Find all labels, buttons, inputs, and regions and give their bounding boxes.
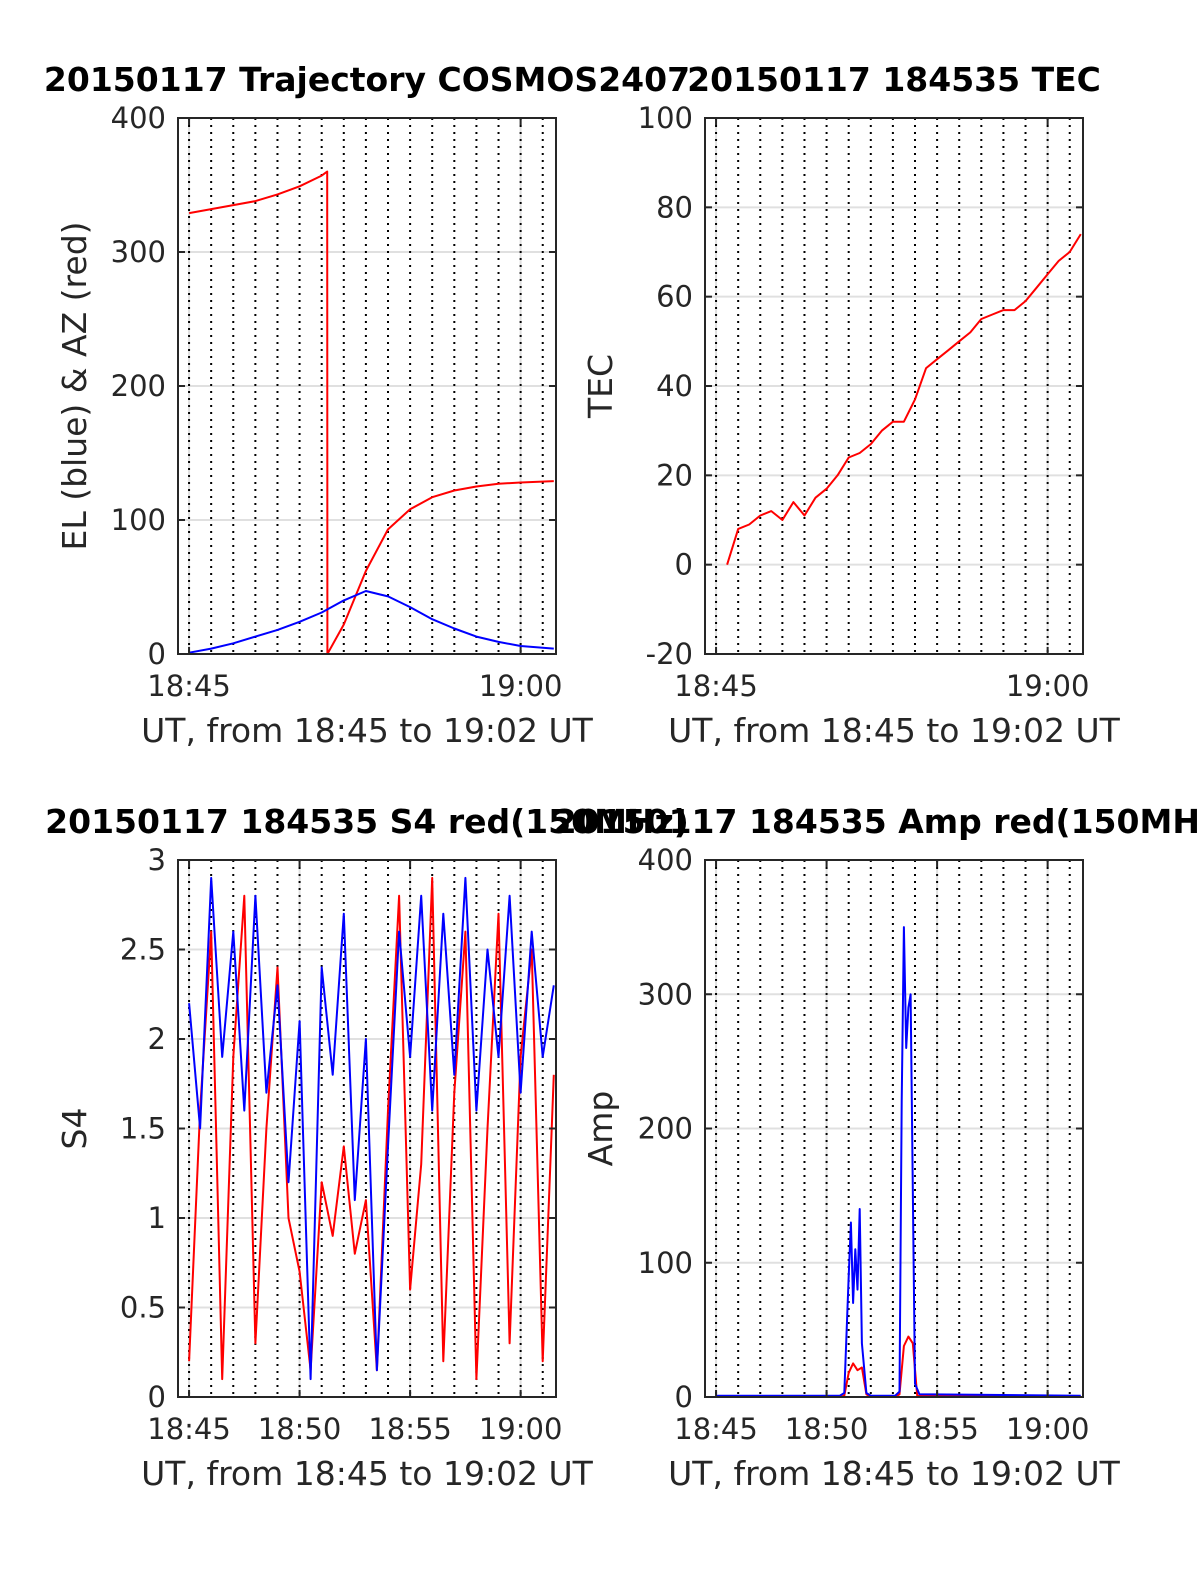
chart-panel-2: -20 0 20 40 60 80 100 18:45 19:00 UT, from 18:45 … [581, 60, 1121, 750]
y-tick-label: 20 [656, 458, 693, 492]
series-line-2 [188, 590, 554, 654]
y-tick-label: 2.5 [120, 933, 166, 967]
chart-panel-3: 0 0.5 1 1.5 2 2.5 3 18:45 18:50 18:55 19:00 UT, fro… [45, 802, 689, 1493]
series-line-2 [716, 926, 1081, 1397]
series-line-1 [726, 233, 1082, 565]
x-tick-label: 18:50 [785, 1412, 869, 1446]
y-tick-label: 400 [638, 843, 693, 877]
chart-title: 20150117 184535 Amp red(150MHz) [554, 802, 1200, 841]
y-axis-label: Amp [581, 1091, 620, 1167]
y-tick-label: 100 [638, 101, 693, 135]
chart-title: 20150117 Trajectory COSMOS2407 [44, 60, 690, 99]
x-tick-label: 18:45 [147, 1412, 231, 1446]
y-tick-label: 100 [638, 1246, 693, 1280]
y-axis-label: TEC [581, 354, 620, 419]
y-tick-label: 200 [638, 1112, 693, 1146]
y-tick-label: 300 [111, 235, 166, 269]
y-tick-label: 40 [656, 369, 693, 403]
y-tick-label: 1 [148, 1201, 166, 1235]
y-tick-label: 100 [111, 503, 166, 537]
y-tick-label: -20 [646, 637, 693, 671]
series-line-1 [188, 170, 554, 654]
y-tick-label: 0.5 [120, 1291, 166, 1325]
x-tick-label: 18:45 [147, 669, 231, 703]
x-tick-label: 19:00 [1006, 669, 1090, 703]
series-line-1 [716, 1335, 1081, 1397]
x-axis-label: UT, from 18:45 to 19:02 UT [668, 1454, 1121, 1493]
y-tick-label: 0 [675, 548, 693, 582]
chart-title: 20150117 184535 S4 red(150MHz) [45, 802, 689, 841]
y-tick-label: 60 [656, 280, 693, 314]
y-tick-label: 400 [111, 101, 166, 135]
series-line-2 [188, 876, 555, 1381]
y-tick-label: 200 [111, 369, 166, 403]
y-tick-label: 0 [675, 1380, 693, 1414]
y-tick-label: 1.5 [120, 1112, 166, 1146]
x-tick-label: 18:55 [368, 1412, 452, 1446]
x-tick-label: 19:00 [479, 669, 563, 703]
y-tick-label: 0 [148, 637, 166, 671]
chart-panel-4: 0 100 200 300 400 18:45 18:50 18:55 19:00 UT, fro… [554, 802, 1200, 1493]
chart-title: 20150117 184535 TEC [687, 60, 1101, 99]
y-tick-label: 2 [148, 1022, 166, 1056]
y-tick-label: 3 [148, 843, 166, 877]
x-tick-label: 19:00 [479, 1412, 563, 1446]
x-axis-label: UT, from 18:45 to 19:02 UT [141, 711, 594, 750]
y-tick-label: 0 [148, 1380, 166, 1414]
x-tick-label: 18:45 [674, 1412, 758, 1446]
x-tick-label: 18:50 [258, 1412, 342, 1446]
x-tick-label: 18:55 [895, 1412, 979, 1446]
y-tick-label: 80 [656, 190, 693, 224]
y-tick-label: 300 [638, 977, 693, 1011]
x-tick-label: 18:45 [674, 669, 758, 703]
y-axis-label: EL (blue) & AZ (red) [55, 221, 94, 550]
series-line-1 [188, 876, 555, 1381]
x-tick-label: 19:00 [1006, 1412, 1090, 1446]
y-axis-label: S4 [55, 1108, 94, 1150]
x-axis-label: UT, from 18:45 to 19:02 UT [668, 711, 1121, 750]
x-axis-label: UT, from 18:45 to 19:02 UT [141, 1454, 594, 1493]
